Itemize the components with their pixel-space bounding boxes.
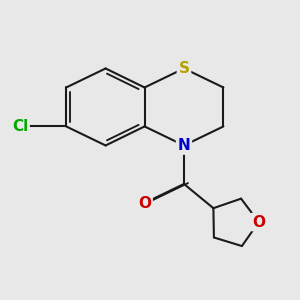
Text: O: O <box>252 214 265 230</box>
Text: Cl: Cl <box>12 119 28 134</box>
Text: S: S <box>178 61 190 76</box>
Text: N: N <box>178 138 190 153</box>
Text: O: O <box>138 196 151 211</box>
